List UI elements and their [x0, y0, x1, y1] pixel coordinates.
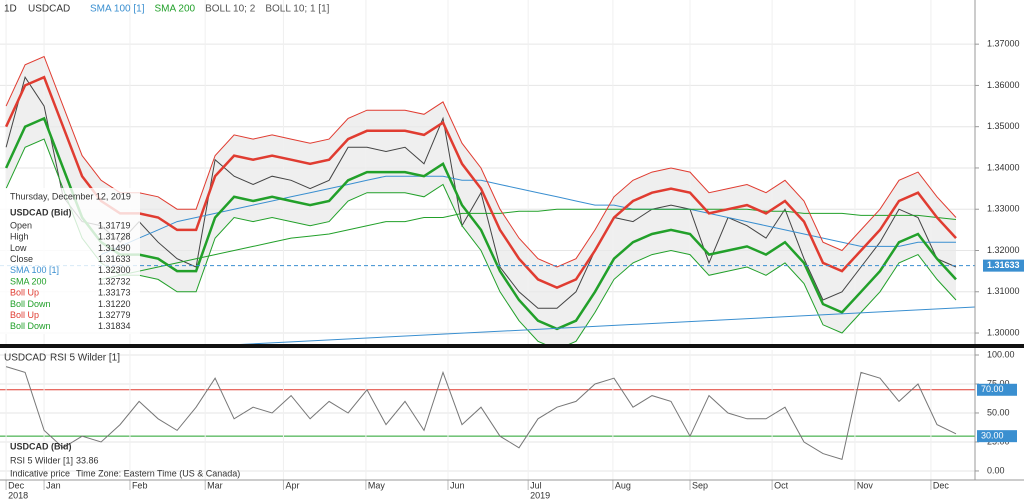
- y-tick-label: 1.37000: [987, 39, 1020, 49]
- info-value: 1.31719: [98, 220, 131, 230]
- info-label: Boll Down: [10, 299, 51, 309]
- info-label: SMA 200: [10, 276, 47, 286]
- axes: 1.30000 1.31000 1.32000 1.33000 1.34000 1.350…: [5, 39, 1024, 500]
- x-tick-label: Dec: [933, 480, 950, 490]
- y-tick-label: 75.00: [987, 378, 1010, 388]
- info-value: 1.32300: [98, 265, 131, 275]
- study-label: BOLL 10; 1 [1]: [265, 4, 329, 15]
- info-rows: Open 1.31719 High 1.31728 Low 1.31490 Close 1.3…: [10, 220, 131, 331]
- series-line: [5, 55, 957, 268]
- study-label: SMA 100 [1]: [90, 4, 145, 15]
- y-tick-label: 1.32000: [987, 245, 1020, 255]
- rsi-symbol: USDCAD: [4, 353, 46, 364]
- level-box: [977, 430, 1017, 443]
- info-label: Boll Up: [10, 310, 39, 320]
- year-label: 2018: [8, 490, 28, 500]
- x-tick-label: Oct: [774, 480, 789, 490]
- series-line: [4, 75, 957, 289]
- info-value: 1.31220: [98, 299, 131, 309]
- y-tick-label: 0.00: [987, 465, 1005, 475]
- info-value: 1.31834: [98, 321, 131, 331]
- study-label: SMA 200: [154, 4, 195, 15]
- y-tick-label: 50.00: [987, 407, 1010, 417]
- study-label: BOLL 10; 2: [205, 4, 256, 15]
- year-label: 2019: [530, 490, 550, 500]
- info-value: 1.31633: [98, 254, 131, 264]
- x-tick-label: Jan: [46, 480, 61, 490]
- x-tick-label: Feb: [132, 480, 148, 490]
- rsi-value: 33.86: [76, 455, 99, 465]
- x-tick-label: Apr: [285, 480, 299, 490]
- x-tick-label: Jul: [530, 480, 542, 490]
- band-fill: [6, 56, 956, 345]
- x-tick-label: Aug: [615, 480, 631, 490]
- info-value: 1.33173: [98, 288, 131, 298]
- y-tick-label: 1.33000: [987, 204, 1020, 214]
- x-tick-label: Sep: [692, 480, 708, 490]
- series-line: [4, 116, 957, 331]
- rsi-name: RSI 5 Wilder [1]: [50, 353, 120, 364]
- panel-separator: [0, 344, 1024, 348]
- level-label: 70.00: [981, 384, 1004, 394]
- level-label: 30.00: [981, 431, 1004, 441]
- info-label: Low: [10, 243, 27, 253]
- info-value: 1.32732: [98, 276, 131, 286]
- series-line: [5, 75, 957, 309]
- trend-line: [229, 306, 976, 346]
- x-tick-label: Dec: [8, 480, 25, 490]
- series-line: [100, 175, 956, 256]
- info-label: High: [10, 232, 29, 242]
- x-tick-label: Nov: [857, 480, 874, 490]
- y-tick-label: 1.30000: [987, 327, 1020, 337]
- rsi-instrument: USDCAD (Bid): [10, 441, 72, 451]
- rsi-plot: [0, 350, 975, 480]
- series-line: [5, 138, 957, 345]
- y-tick-label: 1.31000: [987, 286, 1020, 296]
- last-price-box: [983, 259, 1024, 272]
- interval: 1D: [4, 4, 17, 15]
- y-tick-label: 1.36000: [987, 80, 1020, 90]
- info-label: Boll Up: [10, 288, 39, 298]
- info-bg: [0, 188, 140, 334]
- info-date: Thursday, December 12, 2019: [10, 191, 131, 201]
- y-tick-label: 1.35000: [987, 121, 1020, 131]
- info-label: Open: [10, 220, 32, 230]
- series-line: [5, 366, 957, 461]
- info-instrument: USDCAD (Bid): [10, 207, 72, 217]
- price-plot: [0, 0, 975, 345]
- studies: SMA 100 [1] SMA 200 BOLL 10; 2 BOLL 10; 1 […: [90, 4, 330, 15]
- info-label: Boll Down: [10, 321, 51, 331]
- last-price-label: 1.31633: [987, 260, 1020, 270]
- y-tick-label: 1.34000: [987, 162, 1020, 172]
- info-value: 1.32779: [98, 310, 131, 320]
- info-label: Close: [10, 254, 33, 264]
- rsi-indicator: RSI 5 Wilder [1]: [10, 455, 73, 465]
- x-tick-label: Mar: [207, 480, 223, 490]
- series-line: [100, 208, 957, 280]
- note: Indicative price: [10, 468, 70, 478]
- x-tick-label: Jun: [450, 480, 465, 490]
- info-value: 1.31490: [98, 243, 131, 253]
- symbol: USDCAD: [28, 4, 70, 15]
- info-value: 1.31728: [98, 232, 131, 242]
- timezone: Time Zone: Eastern Time (US & Canada): [76, 468, 240, 478]
- y-tick-label: 100.00: [987, 349, 1015, 359]
- x-tick-label: May: [368, 480, 386, 490]
- info-label: SMA 100 [1]: [10, 265, 59, 275]
- level-box: [977, 383, 1017, 396]
